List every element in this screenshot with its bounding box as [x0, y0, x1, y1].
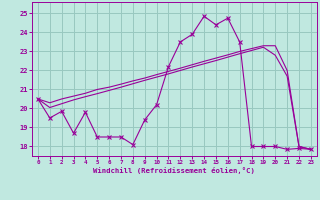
X-axis label: Windchill (Refroidissement éolien,°C): Windchill (Refroidissement éolien,°C): [93, 167, 255, 174]
